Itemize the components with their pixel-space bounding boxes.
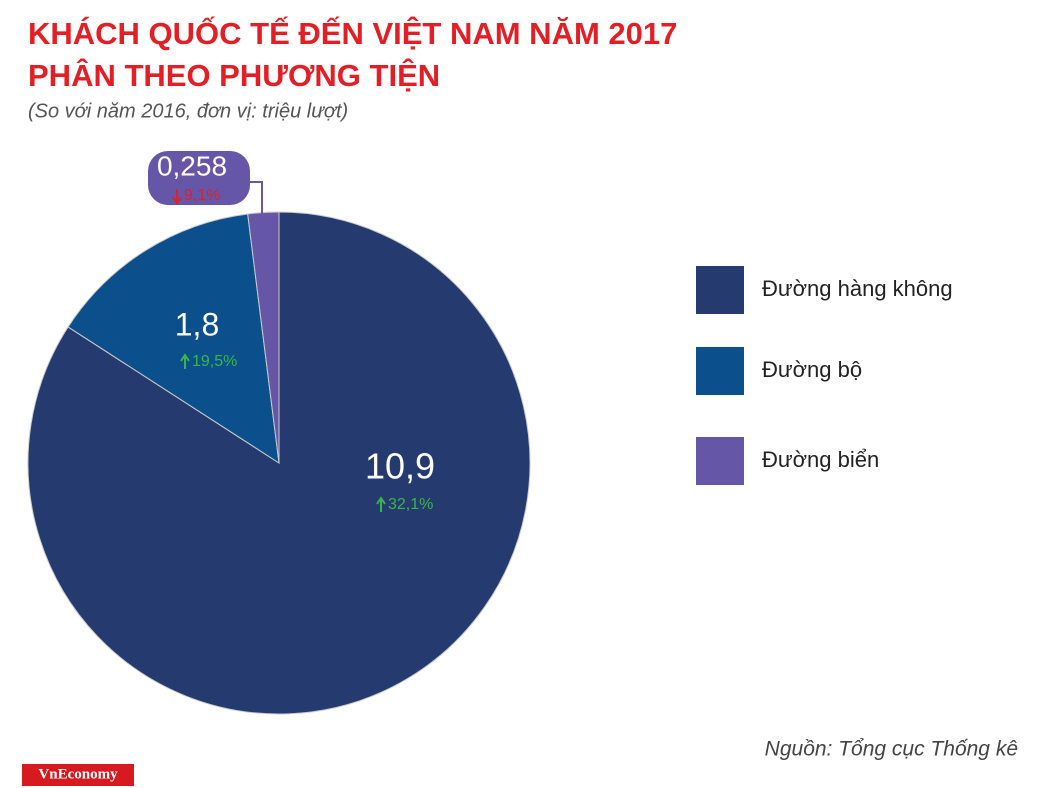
logo: VnEconomy xyxy=(38,766,118,782)
legend-label: Đường bộ xyxy=(762,357,862,382)
legend-label: Đường biển xyxy=(762,447,879,472)
change-label: 32,1% xyxy=(388,496,433,513)
source: Nguồn: Tổng cục Thống kê xyxy=(765,738,1018,761)
callout-box xyxy=(148,151,250,205)
change-label: 9,1% xyxy=(184,187,220,204)
value-label: 1,8 xyxy=(175,306,219,342)
pie-slice xyxy=(67,213,280,465)
legend-swatch xyxy=(696,266,744,314)
value-label: 0,258 xyxy=(157,150,227,181)
value-label: 10,9 xyxy=(365,446,435,487)
chart-title: KHÁCH QUỐC TẾ ĐẾN VIỆT NAM NĂM 2017 xyxy=(28,15,677,51)
change-arrow xyxy=(180,353,190,369)
logo-box xyxy=(22,764,134,786)
callout-connector xyxy=(248,181,263,214)
legend-swatch xyxy=(696,347,744,395)
change-arrow xyxy=(172,189,182,205)
legend-label: Đường hàng không xyxy=(762,276,953,301)
chart-title: PHÂN THEO PHƯƠNG TIỆN xyxy=(28,57,440,93)
pie-slice xyxy=(247,211,280,464)
chart-subtitle: (So với năm 2016, đơn vị: triệu lượt) xyxy=(28,100,348,122)
change-arrow xyxy=(376,496,386,512)
change-label: 19,5% xyxy=(192,353,237,370)
legend-swatch xyxy=(696,437,744,485)
